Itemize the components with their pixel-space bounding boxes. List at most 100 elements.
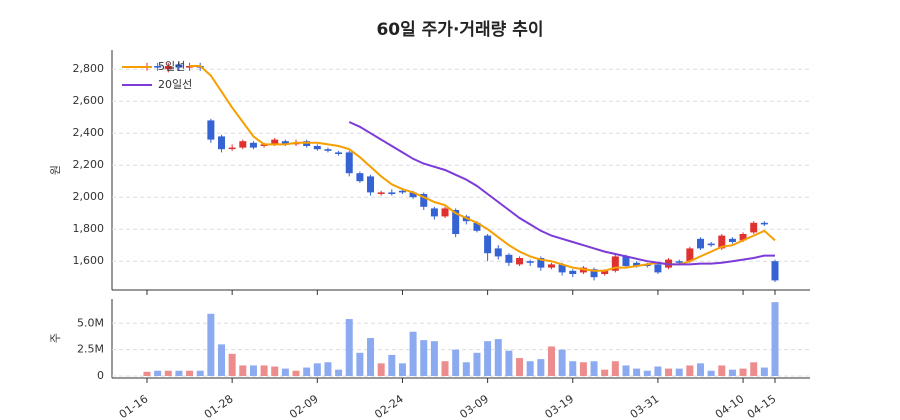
candle-body xyxy=(484,235,492,254)
volume-bar xyxy=(537,359,545,376)
volume-bar xyxy=(473,352,481,376)
candle-body xyxy=(377,192,385,194)
volume-bar xyxy=(420,340,428,376)
volume-bar xyxy=(356,352,364,376)
candle-body xyxy=(547,264,555,268)
volume-bar xyxy=(633,368,641,376)
volume-bar xyxy=(271,366,279,376)
y-tick-label: 1,600 xyxy=(73,254,105,267)
candle-body xyxy=(537,258,545,268)
volume-bar xyxy=(441,361,449,376)
volume-bar xyxy=(398,363,406,376)
volume-bar xyxy=(643,370,651,376)
volume-bar xyxy=(718,365,726,376)
volume-bar xyxy=(494,339,502,376)
volume-axis-label: 주 xyxy=(49,333,62,343)
volume-bar xyxy=(313,363,321,376)
volume-bar xyxy=(611,361,619,376)
y-tick-label: 2,800 xyxy=(73,62,105,75)
candle-body xyxy=(760,222,768,225)
candle-body xyxy=(345,152,353,174)
candle-body xyxy=(228,147,236,150)
volume-bar xyxy=(143,371,151,376)
volume-bar xyxy=(164,370,172,376)
volume-bar xyxy=(728,369,736,376)
volume-bar xyxy=(218,344,226,376)
candle-body xyxy=(750,222,758,233)
candle-body xyxy=(249,142,257,148)
volume-bar xyxy=(516,358,524,376)
volume-bar xyxy=(367,338,375,376)
candle-body xyxy=(707,243,715,246)
candle-body xyxy=(526,261,534,263)
volume-bar xyxy=(196,370,204,376)
candle-body xyxy=(728,238,736,242)
volume-bar xyxy=(175,370,183,376)
volume-tick-label: 5.0M xyxy=(77,316,104,329)
volume-tick-label: 0 xyxy=(97,369,104,382)
volume-bar xyxy=(281,368,289,376)
volume-bar xyxy=(558,349,566,376)
volume-bar xyxy=(601,369,609,376)
candle-body xyxy=(558,264,566,273)
volume-bar xyxy=(430,341,438,376)
volume-bar xyxy=(526,361,534,376)
candle-body xyxy=(175,64,183,68)
y-tick-label: 2,400 xyxy=(73,126,105,139)
volume-bar xyxy=(228,353,236,376)
candle-body xyxy=(739,234,747,241)
volume-bar xyxy=(622,365,630,376)
volume-bar xyxy=(750,362,758,376)
candle-body xyxy=(516,258,524,265)
volume-bar xyxy=(186,370,194,376)
volume-bar xyxy=(409,331,417,376)
legend-label: 20일선 xyxy=(158,77,192,91)
volume-bar xyxy=(484,341,492,376)
volume-bar xyxy=(686,365,694,376)
volume-bar xyxy=(388,354,396,376)
volume-bar xyxy=(249,365,257,376)
y-tick-label: 2,600 xyxy=(73,94,105,107)
candle-body xyxy=(388,192,396,194)
y-tick-label: 2,200 xyxy=(73,158,105,171)
volume-bar xyxy=(292,370,300,376)
volume-bar xyxy=(569,361,577,376)
candle-body xyxy=(409,192,417,198)
volume-bar xyxy=(696,363,704,376)
candle-body xyxy=(654,264,662,273)
volume-bar xyxy=(377,363,385,376)
candle-body xyxy=(601,270,609,274)
candle-body xyxy=(771,261,779,281)
y-tick-label: 1,800 xyxy=(73,222,105,235)
candle-body xyxy=(356,173,364,182)
volume-bar xyxy=(707,370,715,376)
chart-title: 60일 주가·거래량 추이 xyxy=(376,20,543,40)
candle-body xyxy=(420,194,428,207)
volume-bar xyxy=(462,362,470,376)
candle-body xyxy=(718,235,726,249)
volume-bar xyxy=(654,366,662,376)
candle-body xyxy=(398,190,406,193)
volume-bar xyxy=(590,361,598,376)
candle-body xyxy=(239,141,247,148)
volume-bar xyxy=(239,365,247,376)
volume-bar xyxy=(505,350,513,376)
candle-body xyxy=(154,66,162,68)
candle-body xyxy=(441,208,449,217)
candle-body xyxy=(569,270,577,274)
candle-body xyxy=(281,141,289,145)
volume-bar xyxy=(345,319,353,376)
volume-tick-label: 2.5M xyxy=(77,343,104,356)
volume-bar xyxy=(547,346,555,376)
legend-label: 5일선 xyxy=(158,59,185,73)
candle-body xyxy=(494,248,502,257)
candle-body xyxy=(335,152,343,154)
candle-body xyxy=(271,139,279,145)
volume-bar xyxy=(324,362,332,376)
volume-bar xyxy=(771,302,779,376)
volume-bar xyxy=(335,369,343,376)
volume-bar xyxy=(760,367,768,376)
candle-body xyxy=(207,120,215,140)
candle-body xyxy=(686,248,694,262)
candle-body xyxy=(164,66,172,70)
